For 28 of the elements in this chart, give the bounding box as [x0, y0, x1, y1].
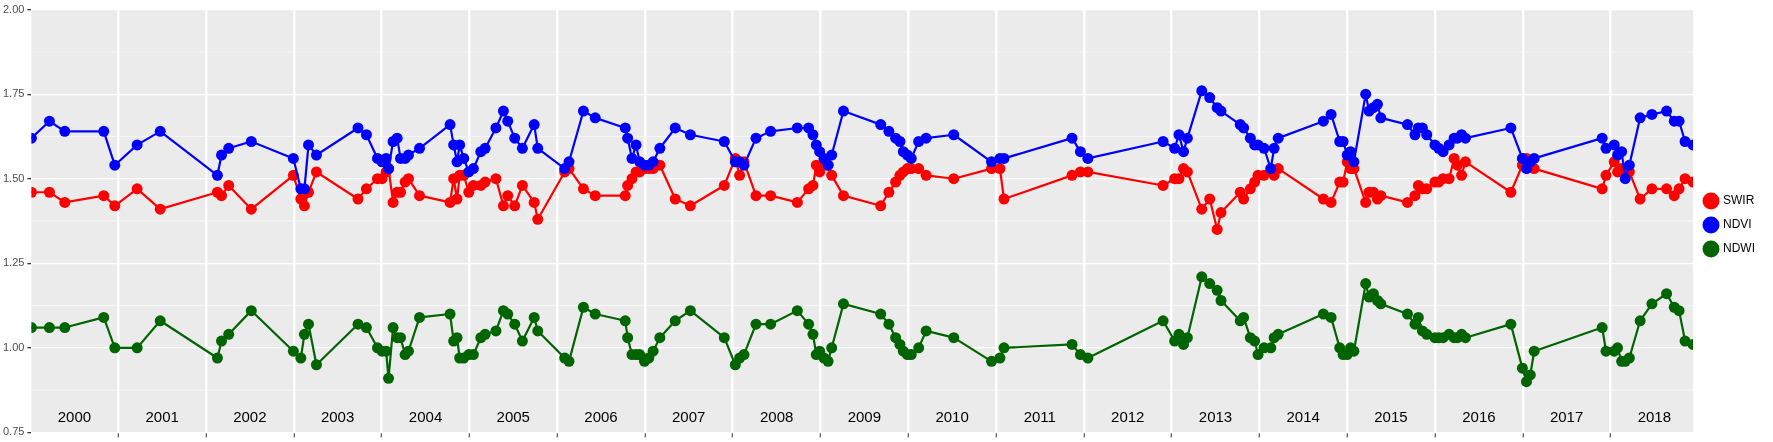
x-tick-label: 2007: [672, 407, 706, 425]
x-tick-label: 2013: [1198, 407, 1233, 425]
x-tick-label: 2014: [1286, 407, 1320, 425]
legend-label: SWIR: [1723, 193, 1755, 208]
x-tick-label: 2009: [847, 407, 882, 425]
legend-label: NDWI: [1723, 241, 1756, 256]
y-tick-label: 1.00: [2, 340, 25, 353]
x-tick-label: 2018: [1637, 407, 1671, 425]
y-tick-label: 0.75: [2, 425, 25, 438]
x-tick-label: 2001: [145, 407, 179, 425]
y-tick-label: 1.75: [2, 87, 25, 100]
x-tick-label: 2002: [233, 407, 267, 425]
x-tick-label: 2016: [1462, 407, 1496, 425]
x-tick-label: 2006: [584, 407, 618, 425]
y-tick-label: 1.25: [2, 256, 25, 269]
x-tick-label: 2017: [1549, 407, 1584, 425]
x-tick-label: 2005: [496, 407, 530, 425]
x-tick-label: 2010: [935, 407, 969, 425]
x-tick-label: 2008: [759, 407, 794, 425]
x-tick-label: 2012: [1111, 407, 1145, 425]
y-tick-label: 2.00: [2, 2, 25, 15]
legend-label: NDVI: [1723, 217, 1752, 232]
x-tick-label: 2015: [1374, 407, 1408, 425]
x-tick-label: 2003: [320, 407, 355, 425]
x-tick-label: 2000: [57, 407, 92, 425]
x-tick-label: 2004: [408, 407, 443, 425]
y-tick-label: 1.50: [2, 171, 25, 184]
x-tick-label: 2011: [1023, 407, 1056, 425]
